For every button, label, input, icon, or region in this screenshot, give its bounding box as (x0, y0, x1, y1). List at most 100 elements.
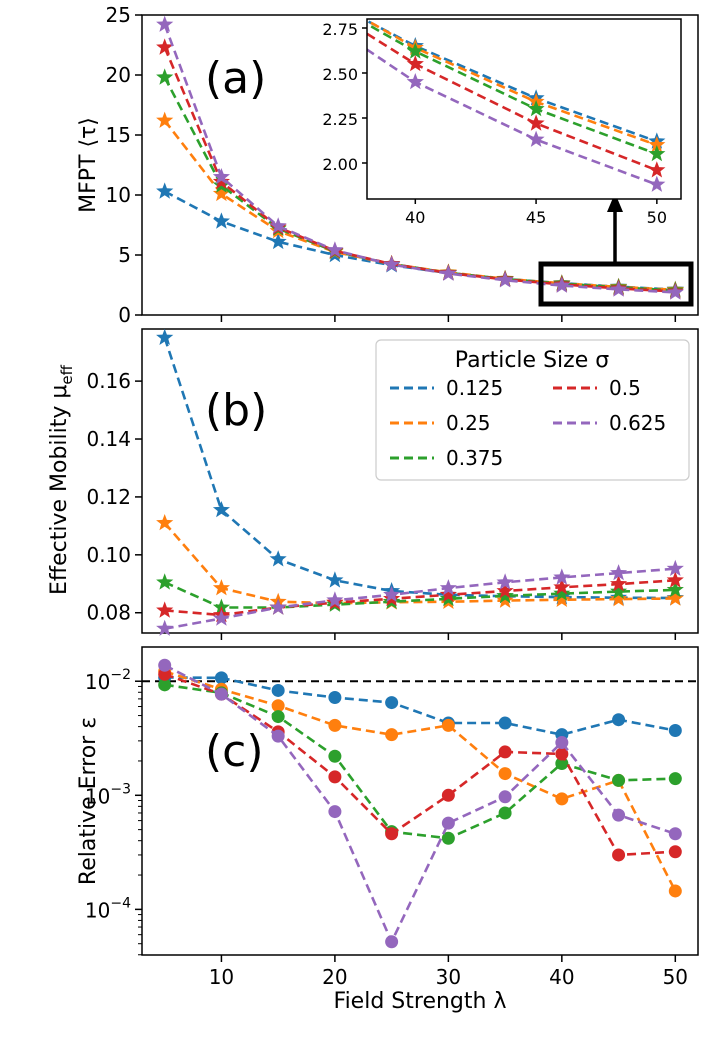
panel-c-point-0-25-25 (385, 728, 399, 742)
panel-c-y-tick-exp-1: −3 (110, 781, 131, 797)
panel-c: 10−210−310−4 10 20 30 40 50 Relative Error ε… (76, 646, 699, 1014)
panel-a-inset: 2.00 2.25 2.50 2.75 40 45 50 (322, 18, 682, 227)
inset-x-tick-label-45: 45 (526, 208, 546, 227)
panel-a-point-0-625-30 (439, 264, 457, 281)
panel-c-line-0-375 (164, 683, 676, 840)
panel-c-x-tick-label-40: 40 (549, 965, 574, 989)
panel-c-point-0-5-25 (385, 827, 399, 841)
inset-series-0-5 (367, 32, 666, 178)
zoom-arrow-head (607, 193, 623, 212)
panel-c-point-0-5-40 (555, 747, 569, 761)
panel-b: 0.08 0.10 0.12 0.14 0.16 Effective Mobility … (47, 328, 699, 640)
panel-a-y-tick-label-2: 10 (106, 183, 131, 207)
panel-a-point-0-25-5 (156, 111, 174, 128)
panel-b-line-0-25 (163, 522, 676, 605)
panel-b-y-tick-label-4: 0.16 (86, 369, 131, 393)
legend-title: Particle Size σ (455, 348, 609, 373)
panel-c-y-tick-label-2: 10−4 (85, 895, 131, 922)
inset-point-0-625-50 (648, 175, 666, 192)
panel-b-point-0-5-45 (610, 575, 628, 592)
panel-b-point-0-375-40 (553, 584, 571, 601)
panel-b-x-ticks (220, 633, 677, 640)
panel-c-y-tick-base-1: 10 (85, 784, 110, 808)
panel-c-point-0-125-20 (328, 690, 342, 704)
panel-c-point-0-5-30 (441, 788, 455, 802)
panel-c-point-0-125-50 (668, 723, 682, 737)
panel-b-point-0-625-35 (496, 573, 514, 590)
panel-b-point-0-25-40 (553, 590, 571, 607)
inset-point-0-375-40 (406, 42, 424, 59)
panel-b-point-0-625-30 (439, 579, 457, 596)
panel-b-point-0-625-50 (666, 559, 684, 576)
panel-c-point-0-625-40 (555, 736, 569, 750)
panel-c-line-0-625 (164, 664, 676, 945)
inset-point-0-375-50 (648, 145, 666, 162)
panel-a-y-tick-label-4: 20 (106, 63, 131, 87)
panel-b-point-0-375-45 (610, 582, 628, 599)
panel-a-point-0-625-50 (666, 283, 684, 300)
panel-c-y-tick-base-0: 10 (85, 670, 110, 694)
panel-a-x-ticks (220, 315, 677, 322)
panel-a-point-0-625-40 (553, 276, 571, 293)
panel-a-point-0-125-5 (156, 182, 174, 199)
panel-c-point-0-25-40 (555, 792, 569, 806)
panel-c-y-tick-label-0: 10−2 (85, 667, 131, 694)
inset-y-tick-label-0: 2.00 (322, 155, 358, 174)
panel-c-point-0-625-5 (158, 658, 172, 672)
panel-c-y-tick-exp-0: −2 (110, 667, 131, 683)
panel-b-point-0-125-10 (212, 501, 230, 518)
panel-b-line-0-5 (164, 579, 676, 617)
inset-series-0-375 (367, 22, 666, 162)
panel-c-point-0-5-45 (612, 848, 626, 862)
panel-c-x-tick-label-50: 50 (663, 965, 688, 989)
panel-b-line-0-375 (164, 581, 676, 609)
inset-y-tick-label-3: 2.75 (322, 20, 358, 39)
x-axis-label: Field Strength λ (334, 989, 507, 1014)
panel-a: 0 5 10 15 20 25 MFPT ⟨τ⟩ (a) 2.00 2.25 2.50 2.75… (76, 3, 699, 327)
inset-x-ticks: 40 45 50 (405, 199, 667, 227)
legend-frame (375, 339, 690, 481)
panel-a-point-0-125-10 (212, 212, 230, 229)
panel-b-point-0-625-10 (212, 609, 230, 626)
panel-c-point-0-25-20 (328, 718, 342, 732)
panel-c-ylabel: Relative Error ε (76, 717, 101, 885)
panel-c-point-0-25-15 (271, 699, 285, 713)
panel-a-series-0-625 (156, 15, 684, 300)
inset-y-tick-label-1: 2.25 (322, 110, 358, 129)
panel-c-point-0-375-5 (158, 678, 172, 692)
panel-b-label: (b) (205, 385, 267, 436)
panel-b-series-0-625 (156, 559, 684, 636)
panel-c-point-0-125-10 (214, 671, 228, 685)
panel-c-y-ticks: 10−210−310−4 (85, 667, 142, 956)
panel-c-point-0-375-45 (612, 773, 626, 787)
panel-a-line-0-625 (163, 24, 676, 294)
panel-b-point-0-625-45 (610, 564, 628, 581)
panel-b-point-0-375-5 (156, 573, 174, 590)
panel-b-point-0-5-40 (553, 578, 571, 595)
inset-line-0-375 (367, 22, 658, 156)
inset-line-0-125 (367, 19, 658, 143)
panel-b-point-0-125-5 (156, 328, 174, 345)
panel-c-point-0-625-25 (385, 935, 399, 949)
inset-x-tick-label-40: 40 (405, 208, 425, 227)
legend-label-0-625: 0.625 (609, 411, 666, 435)
panel-c-point-0-5-50 (668, 845, 682, 859)
panel-a-y-tick-label-1: 5 (118, 243, 131, 267)
legend-label-0-25: 0.25 (446, 411, 491, 435)
panel-b-ylabel-sub: eff (58, 364, 76, 384)
panel-c-point-0-25-50 (668, 884, 682, 898)
panel-b-point-0-5-35 (496, 582, 514, 599)
inset-series-0-625 (367, 48, 666, 192)
panel-b-y-ticks: 0.08 0.10 0.12 0.14 0.16 (86, 369, 142, 625)
panel-c-point-0-375-35 (498, 806, 512, 820)
panel-c-point-0-125-25 (385, 696, 399, 710)
panel-c-point-0-125-35 (498, 716, 512, 730)
panel-c-label: (c) (205, 726, 264, 777)
panel-c-point-0-25-35 (498, 767, 512, 781)
panel-a-series (156, 15, 684, 300)
panel-b-point-0-25-35 (496, 591, 514, 608)
panel-c-y-tick-base-2: 10 (85, 898, 110, 922)
panel-b-point-0-125-15 (269, 550, 287, 567)
panel-c-point-0-625-30 (441, 816, 455, 830)
panel-a-point-0-625-35 (496, 271, 514, 288)
